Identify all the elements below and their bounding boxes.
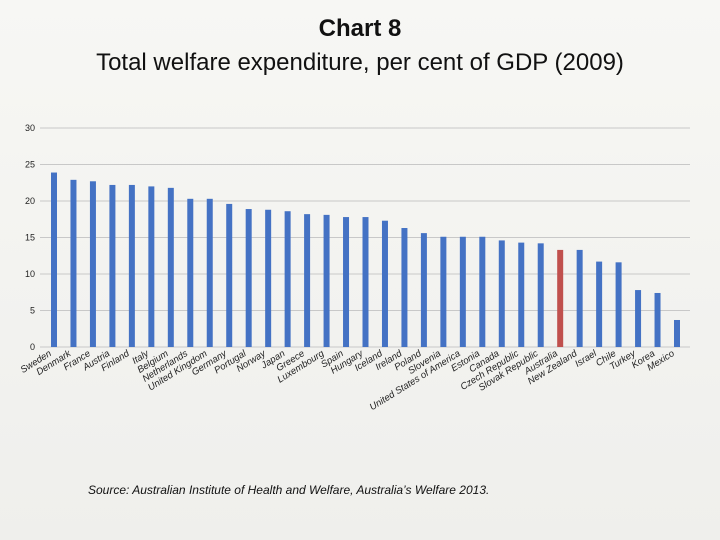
bar-chile	[615, 262, 622, 347]
y-tick-label: 15	[25, 233, 35, 243]
chart-title-line2: Total welfare expenditure, per cent of G…	[96, 49, 624, 76]
bar-turkey	[635, 290, 642, 347]
bar-spain	[343, 217, 350, 347]
bar-denmark	[70, 179, 77, 347]
bar-poland	[420, 233, 427, 347]
chart-title: Chart 8 Total welfare expenditure, per c…	[0, 12, 720, 80]
bar-united-kingdom	[206, 198, 213, 347]
bar-italy	[148, 186, 155, 347]
bar-israel	[596, 261, 603, 347]
bar-netherlands	[187, 198, 194, 347]
bar-norway	[265, 209, 272, 347]
y-tick-label: 5	[30, 306, 35, 316]
bar-estonia	[479, 236, 486, 347]
bar-france	[89, 181, 96, 347]
bar-germany	[226, 203, 233, 347]
bar-united-states-of-america	[459, 236, 466, 347]
bar-belgium	[167, 187, 174, 347]
bar-greece	[304, 214, 311, 347]
bar-sweden	[51, 172, 57, 347]
bar-new-zealand	[576, 249, 583, 347]
y-tick-label: 10	[25, 269, 35, 279]
bar-slovak-republic	[537, 243, 544, 347]
bar-mexico	[674, 319, 680, 347]
bar-ireland	[401, 228, 408, 347]
bar-austria	[109, 184, 116, 347]
bar-slovenia	[440, 236, 447, 347]
bar-canada	[498, 240, 505, 347]
bar-finland	[128, 184, 135, 347]
source-note: Source: Australian Institute of Health a…	[88, 483, 490, 497]
bar-portugal	[245, 209, 252, 347]
y-tick-label: 20	[25, 196, 35, 206]
chart-title-line1: Chart 8	[318, 15, 402, 42]
bar-australia	[557, 249, 564, 347]
bar-luxembourg	[323, 214, 330, 347]
bar-czech-republic	[518, 242, 525, 347]
y-tick-label: 0	[30, 342, 35, 352]
bar-iceland	[381, 220, 388, 347]
bar-hungary	[362, 217, 369, 347]
bar-japan	[284, 211, 291, 347]
bar-korea	[654, 292, 661, 347]
y-tick-label: 30	[25, 123, 35, 133]
y-tick-label: 25	[25, 160, 35, 170]
